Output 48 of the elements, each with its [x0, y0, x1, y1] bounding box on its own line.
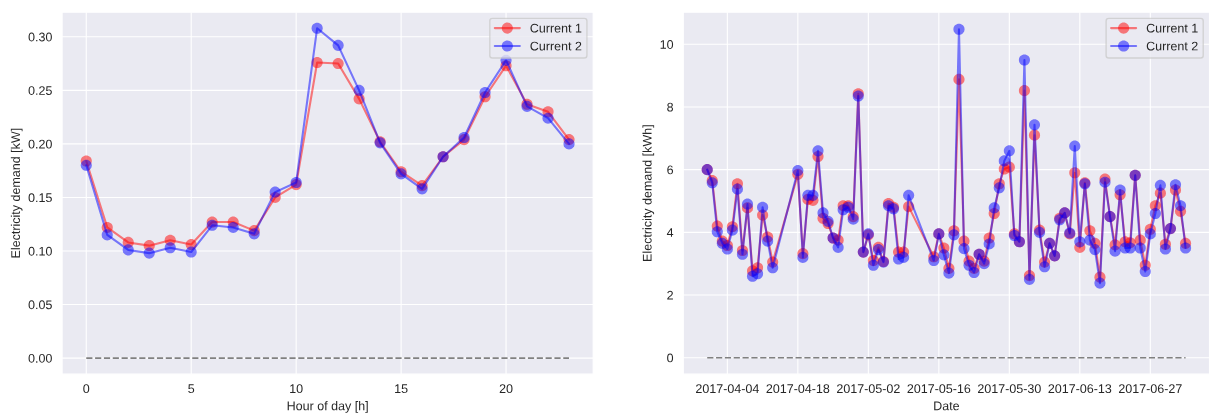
point	[563, 138, 575, 150]
x-tick-label: 10	[290, 384, 303, 394]
x-tick-label: 2017-06-13	[1048, 384, 1112, 394]
x-tick-label: 20	[499, 384, 513, 394]
point	[185, 246, 197, 258]
y-tick-label: 0.05	[28, 300, 52, 310]
x-tick-label: 15	[395, 384, 408, 394]
point	[227, 221, 239, 233]
y-axis-title: Electricity demand [kW]	[10, 128, 23, 258]
point	[332, 39, 344, 51]
y-tick-label: 2	[667, 290, 673, 300]
y-tick-label: 6	[667, 165, 674, 175]
point	[122, 244, 134, 256]
x-tick-label: 2017-05-02	[837, 384, 900, 394]
point	[164, 242, 176, 254]
y-tick-label: 0	[667, 353, 674, 363]
x-tick-label: 2017-06-27	[1118, 384, 1182, 394]
point	[542, 112, 554, 124]
y-tick-label: 0.25	[28, 86, 52, 95]
x-tick-label: 2017-04-04	[696, 384, 759, 394]
x-tick-label: 0	[83, 384, 90, 394]
y-tick-label: 10	[660, 40, 674, 49]
point	[479, 86, 491, 99]
y-tick-label: 0.20	[28, 139, 52, 149]
legend-label: Current 1	[530, 23, 582, 33]
x-tick-label: 5	[188, 384, 195, 394]
y-tick-label: 0.00	[28, 353, 52, 363]
point	[311, 22, 323, 34]
point	[101, 229, 113, 241]
legend-label: Current 2	[530, 41, 582, 51]
point	[269, 186, 281, 198]
x-tick-label: 2017-05-30	[977, 384, 1041, 394]
x-tick-label: 2017-04-18	[766, 384, 830, 394]
x-axis-title: Hour of day [h]	[287, 401, 368, 413]
point	[143, 247, 155, 259]
y-axis-title: Electricity demand [kWh]	[642, 125, 655, 261]
y-tick-label: 0.30	[28, 32, 52, 42]
x-axis-title: Date	[934, 401, 960, 411]
point	[353, 84, 365, 96]
x-tick-label: 2017-05-16	[907, 384, 971, 394]
y-tick-label: 8	[667, 102, 674, 112]
point	[332, 58, 344, 70]
point	[80, 159, 92, 171]
y-tick-label: 4	[666, 228, 674, 237]
y-tick-label: 0.10	[28, 246, 52, 256]
legend-label: Current 2	[1146, 41, 1198, 51]
y-tick-label: 0.15	[28, 193, 52, 203]
legend-label: Current 1	[1146, 23, 1198, 33]
